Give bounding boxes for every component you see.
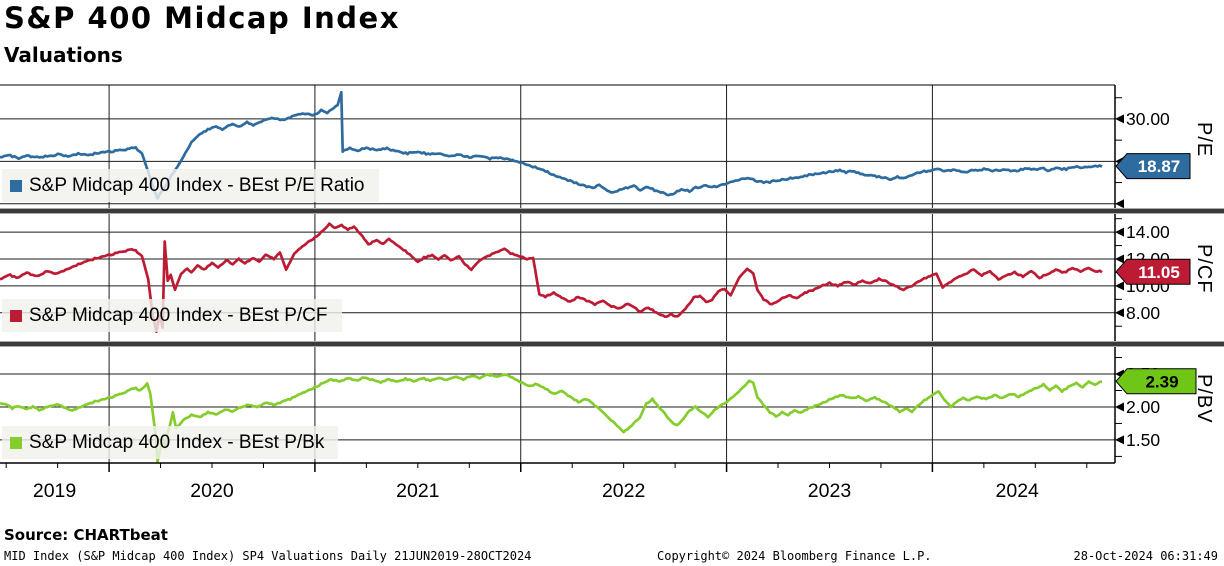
pe-legend-label: S&P Midcap 400 Index - BEst P/E Ratio: [29, 174, 365, 196]
source-label: Source: CHARTbeat: [4, 526, 168, 544]
panel-divider: [0, 208, 1224, 214]
pbv-series-line: [0, 372, 1103, 463]
pe-series-line: [0, 90, 1103, 200]
pcf-series-line: [0, 222, 1103, 334]
x-year-label: 2022: [602, 480, 645, 502]
pbv-y-tick-label: 2.00: [1126, 397, 1160, 417]
legend-pe: S&P Midcap 400 Index - BEst P/E Ratio: [2, 169, 379, 202]
x-year-label: 2023: [808, 480, 851, 502]
pbv-legend-swatch: [10, 436, 22, 449]
legend-pcf: S&P Midcap 400 Index - BEst P/CF: [2, 299, 342, 332]
x-year-label: 2024: [996, 480, 1040, 502]
page-subtitle: Valuations: [4, 43, 123, 67]
pcf-legend-label: S&P Midcap 400 Index - BEst P/CF: [29, 304, 328, 326]
footer-timestamp: 28-Oct-2024 06:31:49: [1073, 549, 1219, 563]
pe-last-value-tag: 18.87: [1115, 153, 1191, 180]
svg-text:2.39: 2.39: [1145, 372, 1178, 391]
pe-y-tick-label: 30.00: [1126, 109, 1170, 129]
pbv-y-tick-label: 1.50: [1126, 430, 1160, 450]
footer-bar: MID Index (S&P Midcap 400 Index) SP4 Val…: [0, 549, 1224, 565]
x-year-label: 2019: [33, 480, 76, 502]
panel-divider: [0, 341, 1224, 347]
x-year-label: 2020: [190, 480, 234, 502]
y-axis-title-pe: P/E: [1193, 122, 1215, 158]
footer-copyright: Copyright© 2024 Bloomberg Finance L.P.: [657, 549, 932, 563]
x-year-label: 2021: [396, 480, 439, 502]
pbv-legend-label: S&P Midcap 400 Index - BEst P/Bk: [29, 431, 325, 453]
x-axis: 2019 2020 2021 2022 2023 2024: [5, 463, 1088, 502]
pcf-y-tick-label: 8.00: [1126, 303, 1160, 323]
svg-text:11.05: 11.05: [1138, 263, 1180, 282]
pe-panel: 30.00: [0, 85, 1170, 209]
pcf-y-tick-label: 14.00: [1126, 222, 1170, 242]
pcf-last-value-tag: 11.05: [1115, 258, 1191, 285]
pbv-last-value-tag: 2.39: [1115, 368, 1197, 395]
svg-text:18.87: 18.87: [1138, 157, 1181, 176]
y-axis-title-pbv: P/BV: [1193, 374, 1215, 424]
legend-pbv: S&P Midcap 400 Index - BEst P/Bk: [2, 426, 339, 459]
y-axis-title-pcf: P/CF: [1193, 244, 1215, 294]
pe-legend-swatch: [10, 179, 22, 192]
page-title: S&P 400 Midcap Index: [4, 1, 400, 35]
footer-description: MID Index (S&P Midcap 400 Index) SP4 Val…: [4, 549, 532, 563]
pcf-legend-swatch: [10, 309, 22, 322]
